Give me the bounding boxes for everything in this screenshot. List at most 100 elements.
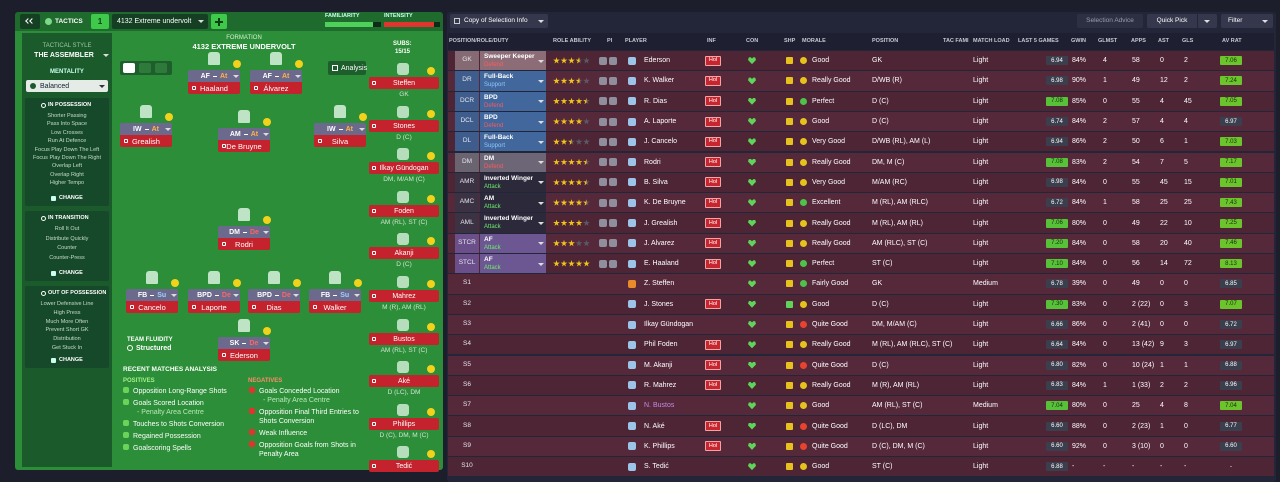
- table-row[interactable]: S1 Z. Steffen Fairly Good GK Medium 6.78 39% 0 4…: [448, 274, 1274, 294]
- change-button[interactable]: CHANGE: [47, 356, 87, 365]
- sub-name-box[interactable]: Bustos: [369, 332, 439, 345]
- swap-icon: [171, 279, 179, 287]
- star: [583, 118, 590, 125]
- sub-name-box[interactable]: Stones: [369, 119, 439, 132]
- player-name: Silva: [331, 137, 349, 146]
- table-row[interactable]: AML Inverted Winger Attack J. Grealish Hol Re…: [448, 213, 1274, 233]
- tactics-icon: [45, 18, 52, 25]
- table-row[interactable]: S9 K. Phillips Hol Quite Good D (C), DM, M (…: [448, 436, 1274, 456]
- sub-name-box[interactable]: Aké: [369, 375, 439, 388]
- average-rating: 7.24: [1220, 76, 1242, 86]
- table-row[interactable]: S3 Ilkay Gündogan Quite Good DM, M/AM (C) Li…: [448, 314, 1274, 335]
- table-row[interactable]: GK Sweeper Keeper Defend Ederson Hol Good GK Li…: [448, 51, 1274, 71]
- position-code: AMR: [459, 177, 475, 185]
- player-box[interactable]: Ederson: [218, 349, 270, 361]
- role-box[interactable]: BPD De: [188, 289, 240, 301]
- table-row[interactable]: DM DM Defend Rodri Hol Really Good DM, M (C) Li…: [448, 152, 1274, 172]
- back-button[interactable]: [20, 14, 40, 29]
- sub-status: [372, 421, 376, 426]
- role-box[interactable]: FB Su: [309, 289, 361, 301]
- quick-pick-button[interactable]: Quick Pick: [1147, 14, 1197, 28]
- tactic-dropdown[interactable]: 4132 Extreme undervolt: [112, 14, 208, 29]
- table-row[interactable]: S5 M. Akanji Hol Quite Good D (C) Light 6.80 82…: [448, 355, 1274, 375]
- sub-status: [372, 251, 376, 256]
- table-row[interactable]: DL Full-Back Support J. Cancelo Hol Very Good…: [448, 132, 1274, 152]
- table-row[interactable]: S7 N. Bustos Good AM (RL), ST (C) Medium 7.04…: [448, 396, 1274, 416]
- sharpness-icon: [786, 118, 793, 126]
- table-row[interactable]: S8 N. Aké Hol Quite Good D (LC), DM Light 6.60…: [448, 416, 1274, 436]
- sub-name-box[interactable]: Tedić: [369, 460, 439, 473]
- add-tactic-button[interactable]: [211, 14, 227, 29]
- star: [575, 97, 583, 105]
- role-box[interactable]: AF At: [250, 70, 302, 82]
- table-row[interactable]: AMC AM Attack K. De Bruyne Hol Excellent M (RL…: [448, 193, 1274, 213]
- view-toggles[interactable]: [120, 61, 172, 75]
- gls: 0: [1184, 280, 1188, 288]
- table-row[interactable]: S10 S. Tedić Good ST (C) Light 6.88 - - - - - -: [448, 457, 1274, 477]
- selection-advice-button[interactable]: Selection Advice: [1077, 14, 1143, 28]
- sub-position: D (C), DM, M (C): [379, 431, 429, 439]
- player-box[interactable]: Walker: [309, 301, 361, 313]
- view-dropdown[interactable]: Copy of Selection Info: [450, 14, 548, 28]
- morale-icon: [800, 321, 807, 329]
- role-box[interactable]: IW At: [120, 123, 172, 135]
- role-cell: Full-Back Support: [480, 71, 546, 91]
- table-row[interactable]: S2 J. Stones Hol Good D (C) Light 7.30 83% 0 2 (2…: [448, 294, 1274, 314]
- sub-name-box[interactable]: Akanji: [369, 247, 439, 260]
- player-name: Phil Foden: [644, 341, 678, 349]
- instruction-item: Shorter Passing: [47, 113, 87, 119]
- table-row[interactable]: STCR AF Attack J. Alvarez Hol Really Good AM (…: [448, 233, 1274, 253]
- role-box[interactable]: FB Su: [126, 289, 178, 301]
- column-header: GLMST: [1098, 38, 1118, 44]
- table-row[interactable]: DCR BPD Defend R. Dias Hol Perfect D (C) Light 7…: [448, 91, 1274, 111]
- player-box[interactable]: Dias: [248, 301, 300, 313]
- role-box[interactable]: AF At: [188, 70, 240, 82]
- glmst: 0: [1103, 219, 1107, 227]
- section-title: IN TRANSITION: [48, 215, 89, 221]
- sub-name-box[interactable]: Phillips: [369, 417, 439, 430]
- change-button[interactable]: CHANGE: [47, 194, 87, 203]
- role-box[interactable]: DM De: [218, 226, 270, 238]
- form-rating: 7.08: [1046, 96, 1068, 106]
- sub-name-box[interactable]: Foden: [369, 204, 439, 217]
- condition-heart: [748, 199, 756, 207]
- slot-number[interactable]: 1: [91, 14, 109, 29]
- average-rating-value: 7.17: [1225, 159, 1237, 166]
- player-box[interactable]: De Bruyne: [218, 140, 270, 152]
- player-box[interactable]: Cancelo: [126, 301, 178, 313]
- player-box[interactable]: Rodri: [218, 238, 270, 250]
- player-name: Z. Steffen: [644, 280, 675, 288]
- duty: At: [345, 125, 353, 133]
- player-box[interactable]: Álvarez: [250, 82, 302, 94]
- player-box[interactable]: Laporte: [188, 301, 240, 313]
- table-row[interactable]: DR Full-Back Support K. Walker Hol Really Goo…: [448, 71, 1274, 91]
- player-box[interactable]: Grealish: [120, 135, 172, 147]
- quick-pick-menu[interactable]: [1198, 14, 1217, 28]
- sub-name-box[interactable]: Mahrez: [369, 290, 439, 302]
- change-button[interactable]: CHANGE: [47, 269, 87, 278]
- role-box[interactable]: IW At: [314, 123, 366, 135]
- player-box[interactable]: Silva: [314, 135, 366, 147]
- role-box[interactable]: AM At: [218, 128, 270, 140]
- average-rating: 6.88: [1220, 360, 1242, 370]
- player-shirt: [628, 117, 636, 126]
- player-box[interactable]: Haaland: [188, 82, 240, 94]
- table-row[interactable]: AMR Inverted Winger Attack B. Silva Hol Very …: [448, 172, 1274, 193]
- swap-icon: [233, 60, 241, 68]
- table-row[interactable]: S6 R. Mahrez Hol Really Good M (R), AM (RL) L…: [448, 375, 1274, 396]
- player-status: [222, 242, 226, 246]
- table-row[interactable]: DCL BPD Defend A. Laporte Hol Good D (C) Light 6…: [448, 111, 1274, 132]
- role-box[interactable]: BPD De: [248, 289, 300, 301]
- analysis-button[interactable]: Analysis: [328, 61, 367, 75]
- sub-name-box[interactable]: Ilkay Gündogan: [369, 162, 439, 175]
- average-rating-value: 6.88: [1225, 362, 1237, 369]
- table-row[interactable]: STCL AF Attack E. Haaland Hol Perfect ST (C) Li…: [448, 254, 1274, 274]
- sub-name-box[interactable]: Steffen: [369, 77, 439, 89]
- sharpness-icon: [786, 260, 793, 268]
- role-box[interactable]: SK De: [218, 337, 270, 349]
- table-row[interactable]: S4 Phil Foden Hol Really Good M (RL), AM (RL…: [448, 335, 1274, 355]
- dropdown-caret: [538, 59, 544, 63]
- dropdown-caret: [538, 120, 544, 124]
- mentality-dropdown[interactable]: Balanced: [26, 80, 108, 92]
- filter-button[interactable]: Filter: [1221, 14, 1273, 28]
